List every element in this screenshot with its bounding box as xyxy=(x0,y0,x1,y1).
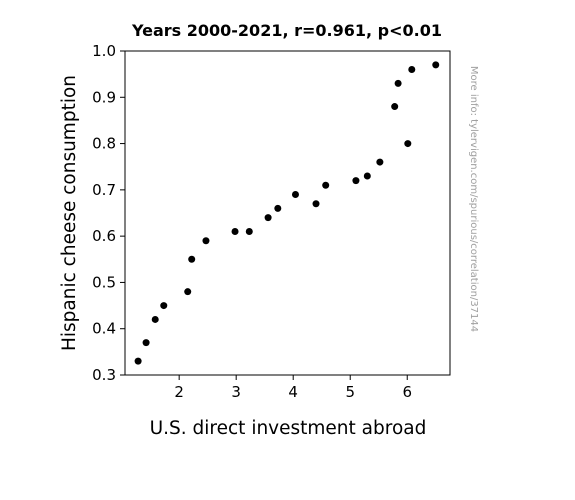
y-tick-label: 0.9 xyxy=(92,88,116,106)
data-point xyxy=(363,172,371,180)
y-tick-label: 0.3 xyxy=(92,366,116,384)
data-point xyxy=(188,255,196,263)
y-tick-label: 0.8 xyxy=(92,135,116,153)
y-tick-label: 0.5 xyxy=(92,273,116,291)
data-point xyxy=(391,103,399,111)
data-point xyxy=(394,79,402,87)
data-points xyxy=(134,61,440,365)
data-point xyxy=(312,200,320,208)
data-point xyxy=(376,158,384,166)
data-point xyxy=(151,315,159,323)
data-point xyxy=(202,237,210,245)
y-axis: 0.3 0.4 0.5 0.6 0.7 0.8 0.9 1.0 xyxy=(92,42,125,384)
data-point xyxy=(404,140,412,148)
data-point xyxy=(142,339,150,347)
data-point xyxy=(231,228,239,236)
x-tick-label: 2 xyxy=(174,383,184,401)
data-point xyxy=(291,190,299,198)
x-axis-label: U.S. direct investment abroad xyxy=(150,418,427,439)
x-tick-label: 6 xyxy=(402,383,412,401)
data-point xyxy=(134,357,142,365)
data-point xyxy=(408,66,416,74)
data-point xyxy=(432,61,440,69)
x-tick-label: 3 xyxy=(231,383,241,401)
x-tick-label: 5 xyxy=(345,383,355,401)
y-axis-label: Hispanic cheese consumption xyxy=(59,75,80,351)
data-point xyxy=(245,228,253,236)
data-point xyxy=(352,177,360,185)
source-note: More info: tylervigen.com/spurious/corre… xyxy=(468,66,479,332)
chart-title: Years 2000-2021, r=0.961, p<0.01 xyxy=(131,21,442,40)
data-point xyxy=(160,302,168,310)
data-point xyxy=(322,181,330,189)
x-tick-label: 4 xyxy=(288,383,298,401)
y-tick-label: 0.6 xyxy=(92,227,116,245)
y-tick-label: 0.7 xyxy=(92,181,116,199)
y-tick-label: 0.4 xyxy=(92,320,116,338)
plot-area-frame xyxy=(124,50,451,376)
x-axis: 2 3 4 5 6 xyxy=(174,375,412,401)
data-point xyxy=(274,204,282,212)
y-tick-label: 1.0 xyxy=(92,42,116,60)
data-point xyxy=(184,288,192,296)
data-point xyxy=(264,214,272,222)
